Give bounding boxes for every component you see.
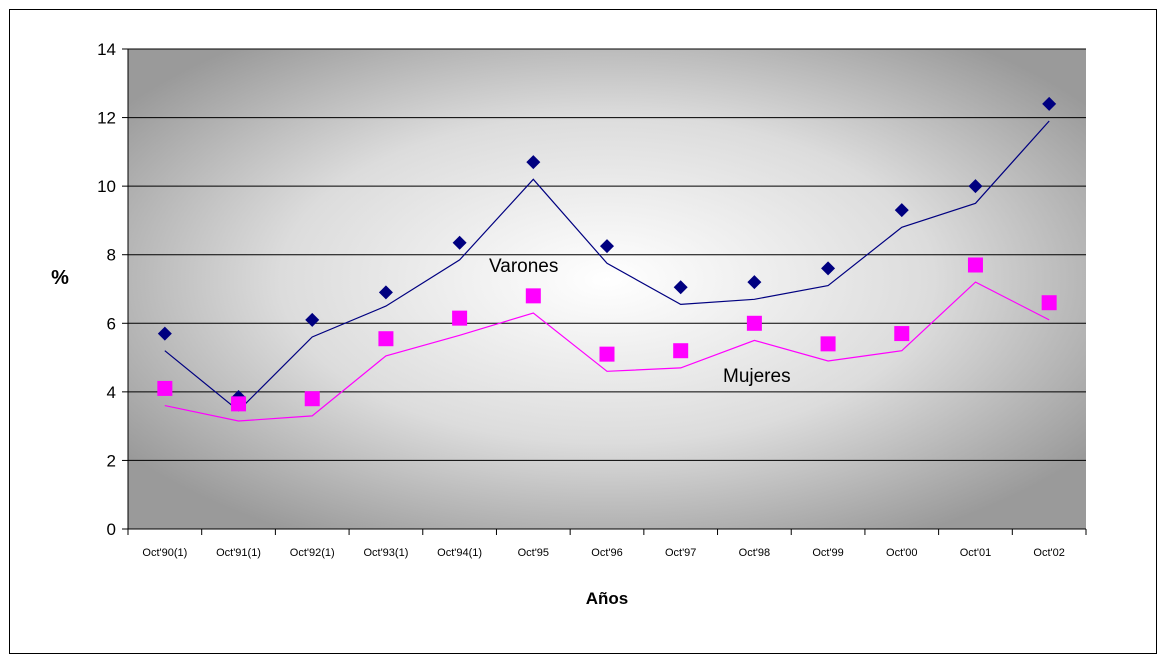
marker-varones xyxy=(968,179,983,194)
marker-varones xyxy=(305,312,320,327)
y-tick-label: 10 xyxy=(97,177,116,196)
axes: 0 2 4 6 8 10 12 14 Oct'90(1) Oct'91(1) Oct'92(1) Oc… xyxy=(97,40,1087,559)
marker-varones xyxy=(894,203,909,218)
x-tick-label: Oct'92(1) xyxy=(290,547,335,559)
axis-labels: % Años Varones Mujeres xyxy=(51,256,790,608)
series-label-varones: Varones xyxy=(489,256,558,277)
gridlines xyxy=(128,48,1086,461)
y-tick-label: 6 xyxy=(107,314,116,333)
y-tick-label: 8 xyxy=(107,246,116,265)
marker-varones xyxy=(526,155,541,170)
x-tick-label: Oct'94(1) xyxy=(437,547,482,559)
marker-mujeres xyxy=(231,396,247,412)
marker-varones xyxy=(600,239,614,254)
marker-mujeres xyxy=(1041,295,1057,311)
x-tick-label: Oct'96 xyxy=(591,547,622,559)
line-chart: 0 2 4 6 8 10 12 14 Oct'90(1) Oct'91(1) Oct'92(1) Oc… xyxy=(51,40,1087,608)
marker-mujeres xyxy=(452,310,468,326)
x-tick-label: Oct'95 xyxy=(518,547,549,559)
x-tick-label: Oct'91(1) xyxy=(216,547,261,559)
x-axis-label: Años xyxy=(586,589,629,608)
marker-varones xyxy=(452,235,467,250)
marker-mujeres xyxy=(746,315,762,331)
x-tick-label: Oct'90(1) xyxy=(142,547,187,559)
y-tick-label: 0 xyxy=(107,520,116,539)
marker-varones xyxy=(157,326,172,341)
series-markers xyxy=(157,96,1057,412)
marker-mujeres xyxy=(894,326,910,342)
series-line-mujeres xyxy=(164,281,1050,422)
series-line-varones xyxy=(164,120,1050,412)
x-tick-label: Oct'99 xyxy=(812,547,843,559)
y-tick-label: 4 xyxy=(107,383,116,402)
marker-varones xyxy=(1042,96,1057,111)
x-tick-label: Oct'93(1) xyxy=(363,547,408,559)
x-tick-label: Oct'98 xyxy=(739,547,770,559)
marker-mujeres xyxy=(378,331,394,347)
x-tick-label: Oct'97 xyxy=(665,547,696,559)
marker-mujeres xyxy=(673,343,689,359)
marker-mujeres xyxy=(157,380,173,396)
chart-frame: 0 2 4 6 8 10 12 14 Oct'90(1) Oct'91(1) Oct'92(1) Oc… xyxy=(9,9,1157,654)
y-tick-label: 14 xyxy=(97,40,116,59)
y-tick-label: 2 xyxy=(107,451,116,470)
marker-mujeres xyxy=(599,346,615,362)
marker-mujeres xyxy=(304,391,320,407)
marker-varones xyxy=(821,261,836,276)
series-label-mujeres: Mujeres xyxy=(723,366,791,387)
series-lines xyxy=(164,120,1050,422)
marker-mujeres xyxy=(967,257,983,273)
plot-area xyxy=(128,49,1086,529)
x-tick-label: Oct'02 xyxy=(1033,547,1064,559)
marker-mujeres xyxy=(525,288,541,304)
marker-varones xyxy=(747,275,762,290)
y-tick-label: 12 xyxy=(97,109,116,128)
marker-varones xyxy=(378,285,393,300)
x-tick-label: Oct'00 xyxy=(886,547,917,559)
marker-varones xyxy=(673,280,688,295)
y-axis-label: % xyxy=(51,267,69,289)
x-tick-label: Oct'01 xyxy=(960,547,991,559)
marker-mujeres xyxy=(820,336,836,352)
